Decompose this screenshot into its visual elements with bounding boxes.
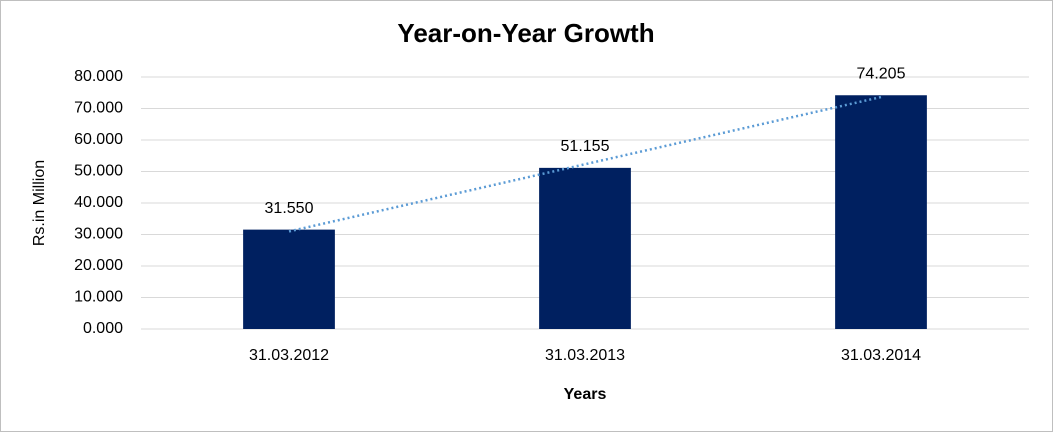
y-tick-label: 60.000	[74, 131, 123, 148]
x-axis-label: Years	[564, 386, 607, 403]
x-tick-label: 31.03.2012	[249, 347, 329, 364]
bar	[835, 95, 927, 330]
chart-title: Year-on-Year Growth	[397, 18, 654, 48]
y-tick-label: 10.000	[74, 289, 123, 306]
bar	[243, 229, 335, 329]
y-tick-label: 80.000	[74, 68, 123, 85]
y-tick-label: 30.000	[74, 226, 123, 243]
trendline	[288, 95, 882, 233]
bar	[539, 167, 631, 329]
y-tick-label: 70.000	[74, 100, 123, 117]
x-tick-label: 31.03.2014	[841, 347, 921, 364]
data-label: 51.155	[561, 138, 610, 155]
y-tick-label: 20.000	[74, 257, 123, 274]
y-tick-label: 50.000	[74, 163, 123, 180]
data-label: 31.550	[265, 200, 314, 217]
x-tick-label: 31.03.2013	[545, 347, 625, 364]
y-tick-label: 40.000	[74, 194, 123, 211]
y-axis-label: Rs.in Million	[31, 160, 48, 246]
data-label: 74.205	[857, 65, 906, 82]
y-tick-label: 0.000	[83, 320, 123, 337]
